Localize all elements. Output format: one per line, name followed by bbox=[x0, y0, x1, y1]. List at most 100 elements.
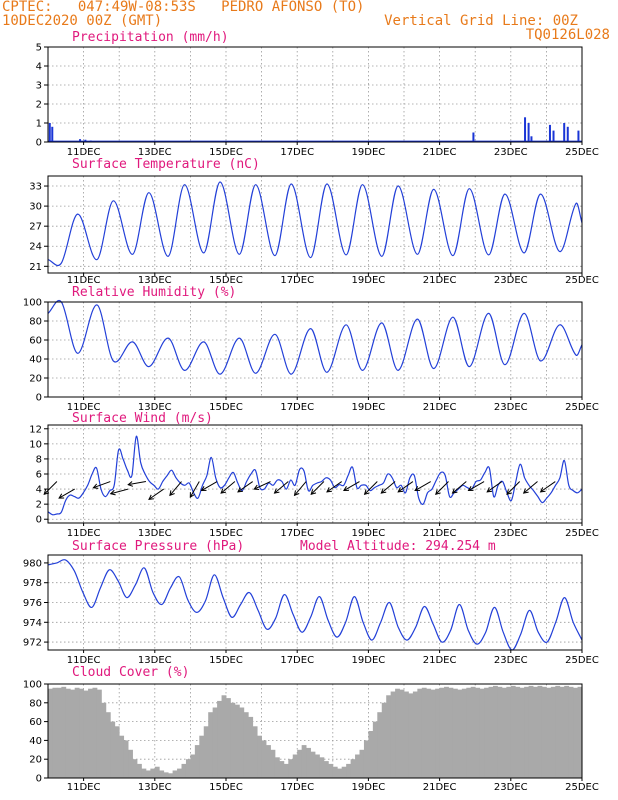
cloud-bar bbox=[506, 686, 512, 778]
cloud-bar bbox=[88, 688, 93, 778]
wind-arrow bbox=[397, 481, 414, 493]
cloud-bar bbox=[301, 745, 307, 778]
cloud-bar bbox=[323, 761, 329, 778]
x-tick-label: 13DEC bbox=[138, 275, 172, 286]
cloud-bar bbox=[159, 770, 165, 778]
x-tick-label: 21DEC bbox=[423, 528, 457, 539]
cloud-bar bbox=[110, 721, 116, 778]
x-tick-label: 23DEC bbox=[494, 275, 528, 286]
y-tick-label: 974 bbox=[23, 618, 42, 629]
cloud-bar bbox=[145, 770, 151, 778]
y-tick-label: 12 bbox=[29, 424, 42, 435]
cloud-bar bbox=[319, 757, 325, 778]
cloud-bar bbox=[274, 757, 280, 778]
cloud-bar bbox=[252, 726, 258, 778]
y-tick-label: 0 bbox=[36, 393, 42, 404]
cloud-bar bbox=[190, 754, 196, 778]
cloud-bar bbox=[488, 686, 494, 778]
cloud-bar bbox=[132, 759, 138, 778]
x-tick-label: 11DEC bbox=[67, 147, 101, 158]
model-altitude: Model Altitude: 294.254 m bbox=[300, 539, 496, 554]
cloud-bar bbox=[150, 768, 156, 778]
cloud-bar bbox=[48, 688, 53, 778]
wind-arrowhead bbox=[148, 494, 154, 501]
cloud-bar bbox=[501, 687, 507, 778]
x-tick-label: 15DEC bbox=[209, 782, 243, 793]
panel-1-data bbox=[47, 181, 583, 267]
x-tick-label: 23DEC bbox=[494, 402, 528, 413]
cloud-bar bbox=[577, 686, 583, 778]
cloud-bar bbox=[395, 688, 400, 778]
cloud-bar bbox=[355, 754, 360, 778]
x-tick-label: 17DEC bbox=[280, 655, 314, 666]
cloud-bar bbox=[519, 687, 525, 778]
panel-frame bbox=[47, 554, 583, 651]
cloud-bar bbox=[368, 731, 374, 778]
cloud-bar bbox=[452, 688, 458, 778]
x-tick-label: 21DEC bbox=[423, 782, 457, 793]
cloud-bar bbox=[457, 689, 463, 778]
x-tick-label: 15DEC bbox=[209, 147, 243, 158]
x-tick-label: 25DEC bbox=[565, 782, 599, 793]
x-tick-label: 25DEC bbox=[565, 528, 599, 539]
x-tick-label: 23DEC bbox=[494, 655, 528, 666]
wind-arrowhead bbox=[189, 492, 195, 498]
x-tick-label: 19DEC bbox=[352, 275, 386, 286]
wind-arrow bbox=[310, 481, 325, 495]
grid-line-note: Vertical Grid Line: 00Z bbox=[384, 13, 578, 29]
x-tick-label: 15DEC bbox=[209, 275, 243, 286]
panel-title: Relative Humidity (%) bbox=[72, 285, 236, 300]
y-tick-label: 978 bbox=[23, 578, 42, 589]
cloud-bar bbox=[203, 726, 209, 778]
precip-bar bbox=[577, 130, 580, 142]
wind-arrowhead bbox=[127, 481, 134, 487]
precip-bar bbox=[530, 136, 533, 142]
x-tick-label: 15DEC bbox=[209, 655, 243, 666]
cloud-bar bbox=[128, 749, 133, 778]
x-tick-label: 13DEC bbox=[138, 147, 172, 158]
y-tick-label: 4 bbox=[36, 62, 42, 73]
wind-arrowhead bbox=[451, 488, 458, 494]
x-tick-label: 23DEC bbox=[494, 147, 528, 158]
cloud-bar bbox=[141, 768, 147, 778]
cloud-bar bbox=[306, 747, 311, 778]
panel-title: Precipitation (mm/h) bbox=[72, 30, 229, 45]
cloud-bar bbox=[226, 698, 231, 778]
cloud-bar bbox=[568, 686, 574, 778]
wind-arrow bbox=[274, 481, 289, 494]
cloud-bar bbox=[123, 740, 129, 778]
wind-arrowhead bbox=[467, 486, 474, 492]
cloud-bar bbox=[283, 763, 289, 778]
cloud-bar bbox=[310, 751, 316, 778]
panel-2-data bbox=[47, 300, 583, 375]
cloud-bar bbox=[430, 689, 436, 778]
x-tick-label: 11DEC bbox=[67, 782, 101, 793]
panel-frame bbox=[47, 46, 583, 143]
y-tick-label: 6 bbox=[36, 470, 42, 481]
cloud-bar bbox=[341, 766, 347, 778]
y-tick-label: 10 bbox=[29, 439, 42, 450]
wind-arrowhead bbox=[253, 484, 260, 490]
x-tick-label: 19DEC bbox=[352, 147, 386, 158]
model-code: TQ0126L028 bbox=[525, 27, 610, 43]
wind-arrow bbox=[523, 481, 538, 494]
panel-frame bbox=[47, 301, 583, 398]
cloud-bar bbox=[417, 688, 423, 778]
cloud-bar bbox=[212, 707, 218, 778]
cloud-bar bbox=[234, 704, 240, 778]
cloud-bar bbox=[541, 686, 547, 778]
cloud-bar bbox=[510, 685, 516, 778]
y-tick-label: 27 bbox=[29, 222, 42, 233]
wind-arrow bbox=[414, 481, 431, 491]
y-tick-label: 80 bbox=[29, 317, 42, 328]
cloud-bar bbox=[163, 772, 169, 778]
x-tick-label: 21DEC bbox=[423, 275, 457, 286]
y-tick-label: 20 bbox=[29, 755, 42, 766]
run-date: 10DEC2020 00Z (GMT) bbox=[2, 13, 163, 29]
cloud-bar bbox=[288, 759, 294, 778]
wind-arrowhead bbox=[342, 486, 349, 492]
wind-arrowhead bbox=[237, 487, 243, 493]
cloud-bar bbox=[168, 773, 173, 778]
cloud-bar bbox=[101, 702, 107, 778]
cloud-bar bbox=[493, 685, 498, 778]
